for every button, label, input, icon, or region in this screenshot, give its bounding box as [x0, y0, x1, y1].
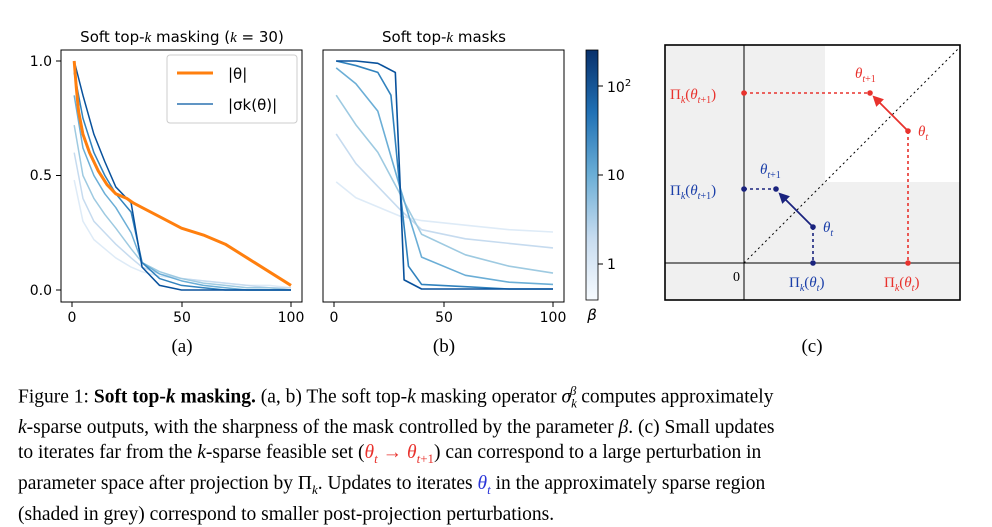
caption-line: (shaded in grey) correspond to smaller p…: [18, 504, 555, 526]
panel-a-xticks: 0 50 100: [68, 302, 305, 326]
panel-a: Soft top-k masking (k = 30) 1.0 0.5 0.0 …: [30, 28, 305, 357]
caption-line: Figure 1: Soft top-k masking. (a, b) The…: [18, 383, 774, 411]
caption-line: to iterates far from the k-sparse feasib…: [18, 442, 762, 467]
panel-b-xtick: 50: [435, 310, 453, 326]
origin-label: 0: [733, 270, 740, 285]
legend-label-theta: |θ|: [228, 65, 247, 83]
mask-series-line: [73, 60, 291, 291]
colorbar-label: β: [586, 306, 597, 324]
figure-caption: Figure 1: Soft top-k masking. (a, b) The…: [18, 378, 978, 527]
panel-c: 0 Πk(θt+1) θt+1 θt Πk(θt) Πk(θt+1) θt+1: [664, 44, 961, 357]
panel-a-ytick: 0.5: [30, 168, 52, 184]
mask-series-line: [335, 67, 554, 286]
mask-series-line: [335, 94, 554, 274]
red-theta-t-label: θt: [918, 124, 928, 143]
panel-a-ytick: 0.0: [30, 283, 52, 299]
caption-prefix: Figure 1:: [18, 386, 89, 408]
panel-c-frame: [664, 44, 961, 301]
legend-label-sigma: |σk(θ)|: [228, 96, 277, 114]
colorbar-tick: 10: [607, 168, 625, 184]
mask-series-line: [73, 95, 291, 291]
panel-b-xtick: 100: [540, 310, 567, 326]
colorbar-tick: 102: [607, 78, 631, 96]
panel-b-plot: [335, 60, 554, 290]
panel-c-label: (c): [801, 336, 822, 357]
mask-series-line: [73, 152, 291, 289]
red-proj-t-label: Πk(θt): [884, 275, 919, 294]
panel-b-title: Soft top-k masks: [382, 28, 506, 46]
blue-update-arrow: [778, 192, 814, 228]
mask-series-line: [335, 181, 554, 233]
diagonal: [743, 46, 961, 264]
panel-b-label: (b): [433, 336, 455, 357]
panel-a-yticks: 1.0 0.5 0.0: [30, 54, 61, 299]
panel-a-legend: |θ| |σk(θ)|: [166, 54, 298, 124]
panel-a-ytick: 1.0: [30, 54, 52, 70]
red-theta-t1-label: θt+1: [855, 66, 876, 85]
mask-series-line: [336, 60, 553, 290]
panel-a-label: (a): [171, 336, 192, 357]
panel-b: Soft top-k masks 0 50 100 102 10 1 β (b): [322, 28, 631, 357]
colorbar: 102 10 1 β: [585, 49, 631, 324]
blue-proj-t-label: Πk(θt): [789, 275, 824, 294]
panel-a-xtick: 100: [278, 310, 305, 326]
mask-series-line: [336, 60, 553, 290]
sparse-region: [825, 182, 960, 300]
blue-theta-t-label: θt: [823, 220, 833, 239]
mask-series-line: [73, 124, 292, 291]
colorbar-tick: 1: [607, 257, 616, 273]
colorbar-gradient: [585, 49, 599, 301]
red-update-arrow: [872, 95, 909, 132]
panel-a-plot: [72, 60, 292, 291]
caption-line: parameter space after projection by Πk. …: [18, 473, 766, 498]
panel-b-xticks: 0 50 100: [330, 302, 567, 326]
figure-1: Soft top-k masking (k = 30) 1.0 0.5 0.0 …: [30, 28, 961, 357]
panel-a-title: Soft top-k masking (k = 30): [80, 28, 284, 46]
caption-line: k-sparse outputs, with the sharpness of …: [18, 417, 775, 439]
panel-a-xtick: 50: [173, 310, 191, 326]
panel-b-xtick: 0: [330, 310, 339, 326]
sparse-region: [665, 45, 825, 300]
panel-a-xtick: 0: [68, 310, 77, 326]
theta-series-line: [72, 60, 292, 287]
